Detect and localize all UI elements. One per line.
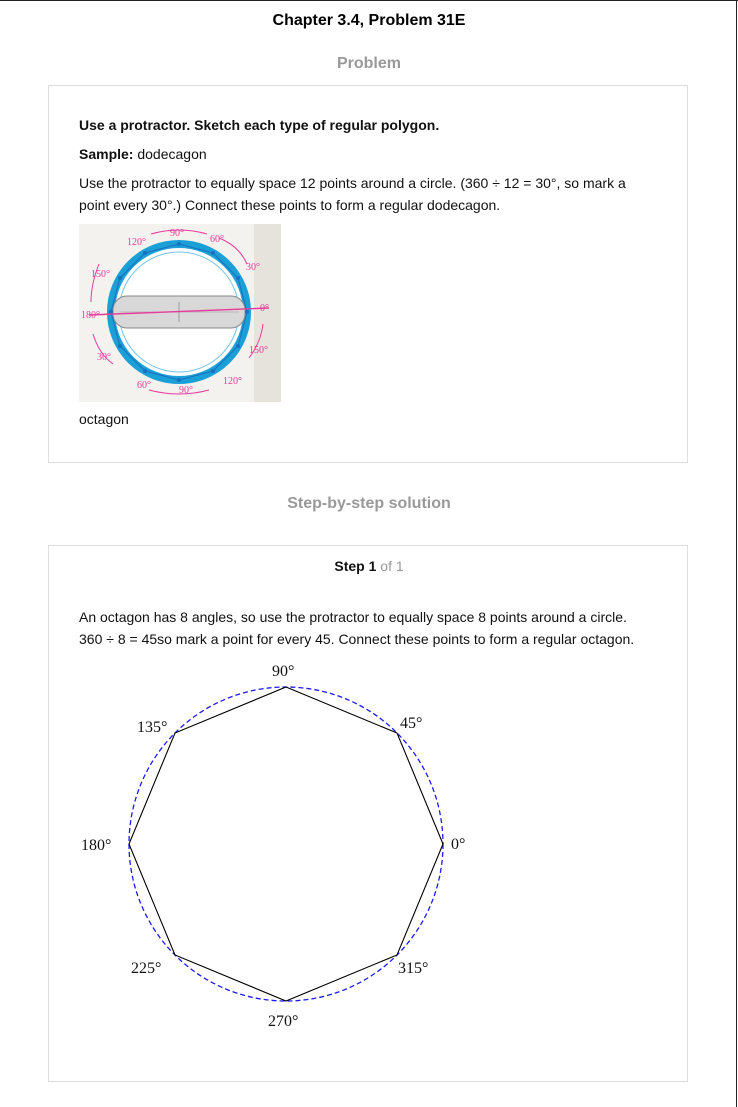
chapter-title: Chapter 3.4, Problem 31E (272, 12, 466, 29)
page-top-border (0, 0, 738, 1)
page-right-border (736, 0, 737, 1107)
vertex-label-90: 90° (272, 663, 294, 680)
svg-text:180°: 180° (81, 310, 100, 321)
vertex-label-180: 180° (81, 837, 111, 854)
vertex-label-225: 225° (131, 960, 161, 977)
svg-text:60°: 60° (210, 234, 224, 245)
sample-value: dodecagon (133, 146, 207, 162)
svg-text:30°: 30° (246, 262, 260, 273)
task-octagon: octagon (79, 411, 129, 427)
vertex-label-135: 135° (137, 719, 167, 736)
svg-text:30°: 30° (97, 352, 111, 363)
svg-text:120°: 120° (127, 237, 146, 248)
sample-line: Sample: dodecagon (79, 143, 659, 165)
step-total: of 1 (380, 558, 404, 574)
solution-text-line2: 360 ÷ 8 = 45so mark a point for every 45… (79, 631, 635, 647)
octagon-figure: 90° 45° 0° 315° 270° 225° 180° 135° (81, 663, 465, 1030)
solution-text-line1: An octagon has 8 angles, so use the prot… (79, 609, 627, 625)
solution-heading: Step-by-step solution (287, 495, 451, 512)
dashed-circle (128, 686, 444, 1002)
svg-text:90°: 90° (179, 385, 193, 396)
svg-text:90°: 90° (170, 228, 184, 239)
sample-label: Sample: (79, 146, 134, 162)
svg-text:60°: 60° (137, 380, 151, 391)
step-indicator: Step 1 of 1 (49, 558, 689, 574)
problem-heading: Problem (336, 55, 401, 72)
vertex-label-45: 45° (400, 715, 422, 732)
step-word: Step (334, 558, 365, 574)
vertex-label-0: 0° (451, 836, 465, 853)
svg-text:120°: 120° (223, 376, 242, 387)
protractor-dodecagon-image: 90° 60° 30° 0° 150° 120° 90° 60° 30° 180… (79, 224, 281, 402)
vertex-label-315: 315° (398, 960, 428, 977)
vertex-label-270: 270° (268, 1013, 298, 1030)
problem-card: Use a protractor. Sketch each type of re… (48, 85, 688, 463)
regular-octagon (128, 686, 444, 1002)
step-number: 1 (368, 558, 377, 574)
sample-explanation: Use the protractor to equally space 12 p… (79, 175, 626, 213)
svg-text:0°: 0° (260, 303, 269, 314)
solution-card: Step 1 of 1 An octagon has 8 angles, so … (48, 545, 688, 1082)
svg-text:150°: 150° (91, 269, 110, 280)
svg-text:150°: 150° (249, 345, 268, 356)
problem-instruction: Use a protractor. Sketch each type of re… (79, 117, 440, 133)
